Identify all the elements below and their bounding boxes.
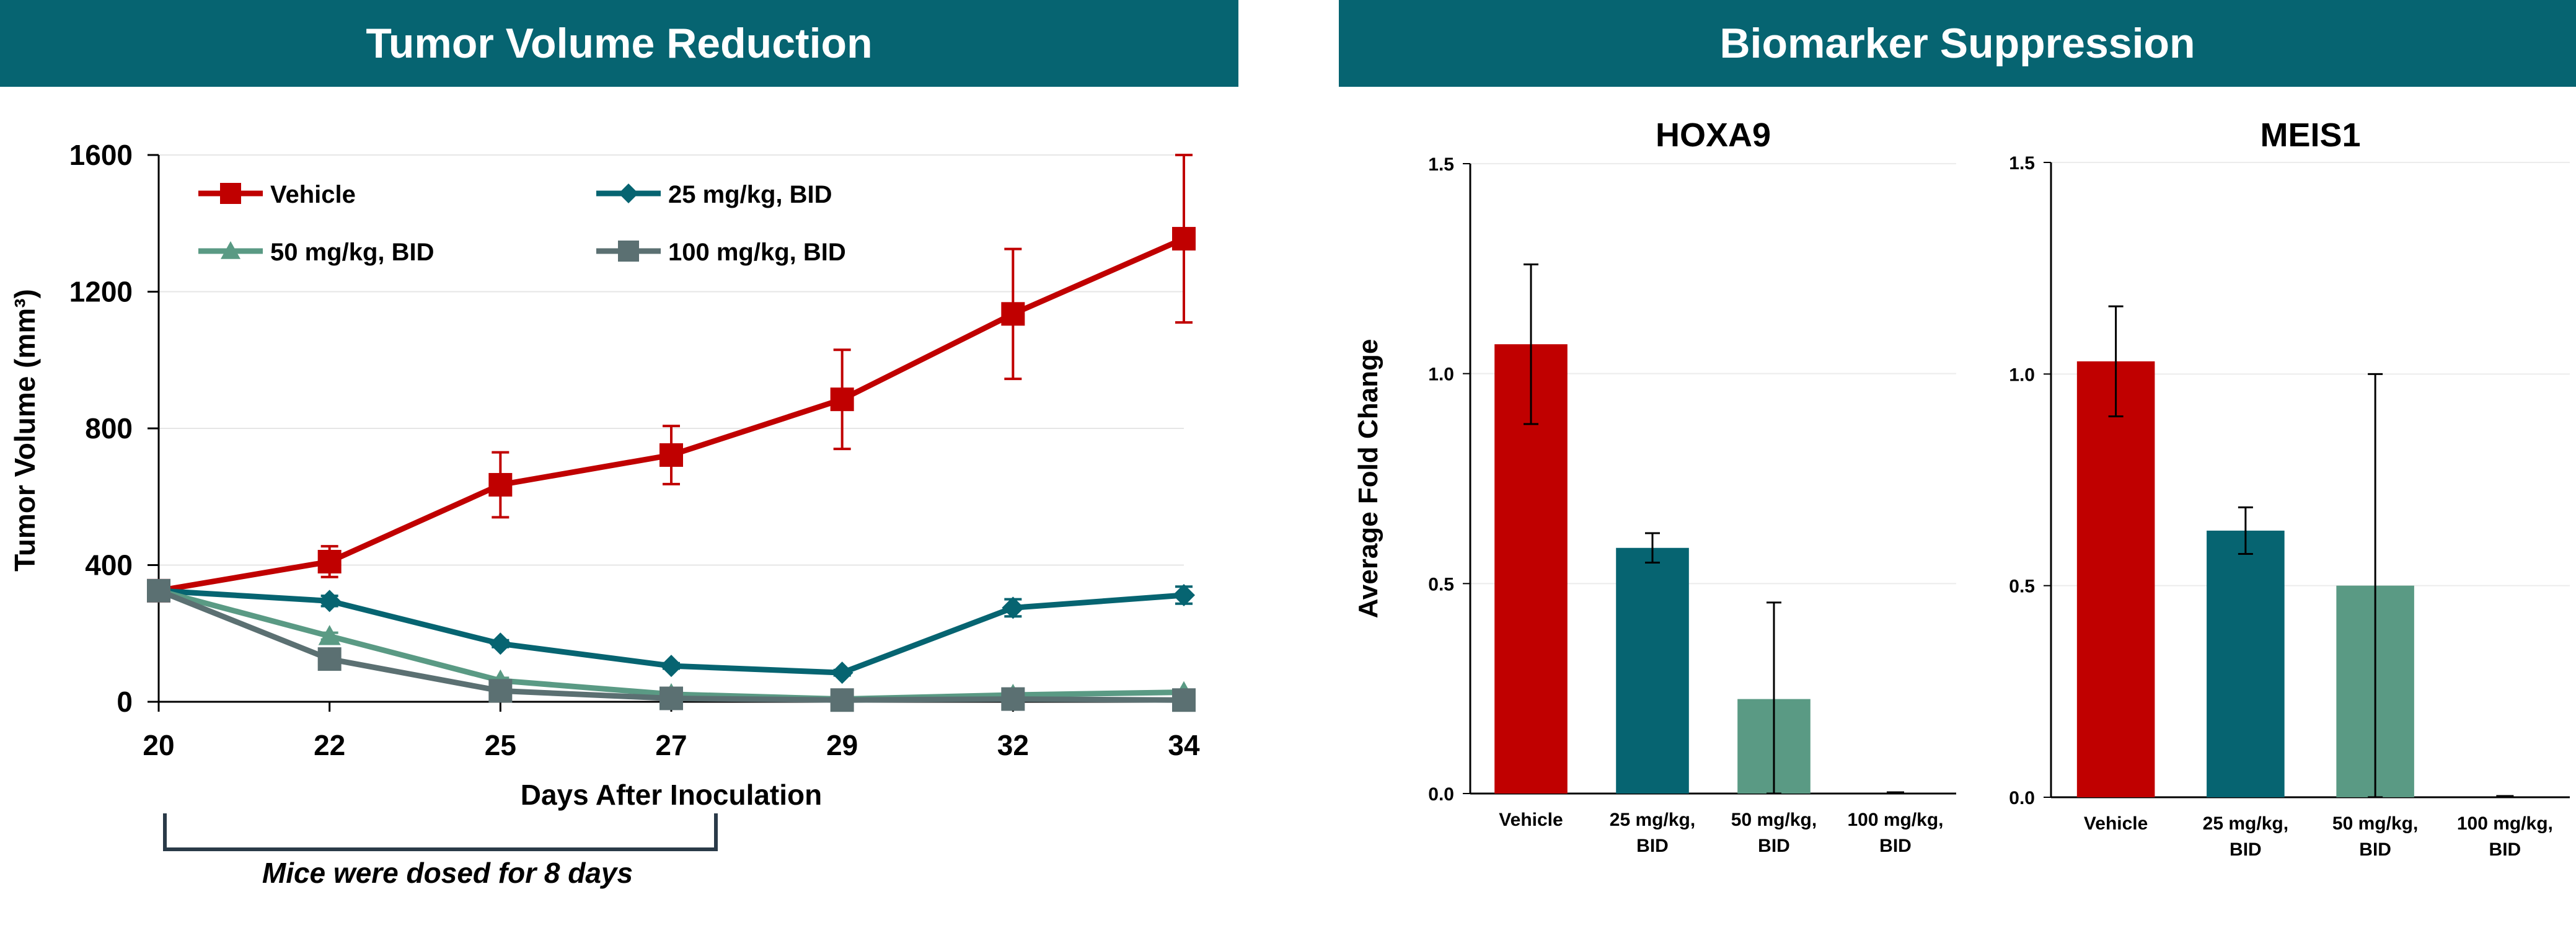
x-tick-label-line: Vehicle bbox=[2084, 813, 2148, 834]
x-tick-label: 34 bbox=[1168, 729, 1200, 761]
x-tick-label-line: BID bbox=[1636, 836, 1669, 856]
data-point bbox=[488, 679, 513, 703]
data-point bbox=[1001, 687, 1025, 711]
legend-label: Vehicle bbox=[270, 181, 356, 208]
x-tick-label: 100 mg/kg, BID bbox=[2457, 813, 2553, 860]
bar bbox=[1616, 547, 1689, 794]
tumor-volume-banner-title: Tumor Volume Reduction bbox=[366, 20, 873, 67]
y-tick-label: 0 bbox=[117, 686, 133, 718]
x-tick-label: 50 mg/kg, BID bbox=[2332, 813, 2418, 860]
biomarker-banner: Biomarker Suppression bbox=[1339, 0, 2576, 87]
y-tick-label: 1.5 bbox=[1428, 154, 1454, 175]
data-point bbox=[1173, 584, 1195, 607]
x-tick-label-line: BID bbox=[2230, 839, 2262, 860]
x-tick-label: 22 bbox=[314, 729, 345, 761]
x-tick-label: 32 bbox=[997, 729, 1029, 761]
x-tick-label: 50 mg/kg, BID bbox=[1731, 810, 1817, 856]
bar bbox=[2076, 361, 2155, 797]
y-tick-label: 1200 bbox=[69, 276, 133, 308]
dosing-annotation: Mice were dosed for 8 days bbox=[163, 813, 718, 889]
y-tick-label: 1.0 bbox=[2009, 365, 2035, 385]
y-tick-label: 0.0 bbox=[2009, 788, 2035, 808]
tumor-volume-banner: Tumor Volume Reduction bbox=[0, 0, 1238, 87]
biomarker-banner-title: Biomarker Suppression bbox=[1719, 20, 2195, 67]
data-point bbox=[659, 686, 683, 710]
chart-title: HOXA9 bbox=[1656, 117, 1771, 154]
data-point bbox=[660, 655, 682, 678]
legend-label: 25 mg/kg, BID bbox=[668, 181, 832, 208]
x-tick-label-line: BID bbox=[1758, 836, 1790, 856]
x-tick-label-line: BID bbox=[1879, 836, 1912, 856]
y-tick-label: 0.5 bbox=[2009, 577, 2035, 597]
x-tick-label: Vehicle bbox=[2084, 813, 2148, 834]
legend-marker bbox=[220, 183, 241, 204]
x-tick-label-line: 50 mg/kg, bbox=[1731, 810, 1817, 830]
y-tick-label: 800 bbox=[85, 412, 133, 445]
legend-marker bbox=[619, 184, 638, 203]
x-tick-label-line: 25 mg/kg, bbox=[1610, 810, 1695, 830]
x-tick-label: 20 bbox=[143, 729, 174, 761]
tumor-volume-line-chart: 0 400 800 1200 1600 20 22 25 27 29 32 34 Days After … bbox=[9, 139, 1200, 811]
data-point bbox=[317, 647, 342, 671]
series-4 bbox=[147, 578, 1196, 712]
data-point bbox=[317, 549, 342, 573]
x-tick-label: 29 bbox=[826, 729, 858, 761]
y-tick-label: 0.0 bbox=[1428, 784, 1454, 805]
data-point bbox=[659, 443, 683, 467]
data-point bbox=[147, 578, 170, 603]
data-point bbox=[318, 590, 341, 613]
data-point bbox=[831, 661, 854, 684]
legend-label: 50 mg/kg, BID bbox=[270, 239, 434, 266]
bar bbox=[2207, 530, 2285, 797]
data-point bbox=[1172, 227, 1196, 251]
x-tick-label-line: BID bbox=[2489, 839, 2521, 860]
dosing-annotation-text: Mice were dosed for 8 days bbox=[262, 857, 633, 889]
data-point bbox=[489, 632, 512, 655]
x-tick-label: 25 mg/kg, BID bbox=[2203, 813, 2288, 860]
y-tick-label: 1.5 bbox=[2009, 153, 2035, 174]
x-tick-label-line: 25 mg/kg, bbox=[2203, 813, 2288, 834]
y-axis-title: Tumor Volume (mm³) bbox=[9, 289, 41, 572]
x-tick-label-line: 100 mg/kg, bbox=[2457, 813, 2553, 834]
x-tick-label: 25 bbox=[485, 729, 516, 761]
y-tick-label: 0.5 bbox=[1428, 574, 1454, 595]
y-tick-label: 1.0 bbox=[1428, 365, 1454, 385]
x-tick-label: 27 bbox=[655, 729, 687, 761]
y-tick-label: 1600 bbox=[69, 139, 133, 171]
y-tick-label: 400 bbox=[85, 549, 133, 582]
data-point bbox=[1001, 302, 1025, 326]
data-point bbox=[318, 625, 341, 645]
legend-label: 100 mg/kg, BID bbox=[668, 239, 846, 266]
x-tick-label-line: Vehicle bbox=[1499, 810, 1563, 830]
legend-marker bbox=[618, 241, 639, 262]
series-1 bbox=[147, 154, 1196, 603]
chart-title: MEIS1 bbox=[2260, 117, 2360, 154]
x-tick-label: 100 mg/kg, BID bbox=[1847, 810, 1943, 856]
x-tick-label: 25 mg/kg, BID bbox=[1610, 810, 1695, 856]
legend-marker bbox=[221, 241, 240, 259]
x-tick-label-line: 50 mg/kg, bbox=[2332, 813, 2418, 834]
dosing-bracket bbox=[163, 813, 718, 851]
x-tick-label: Vehicle bbox=[1499, 810, 1563, 830]
y-axis-title: Average Fold Change bbox=[1353, 339, 1383, 619]
x-tick-label-line: 100 mg/kg, bbox=[1847, 810, 1943, 830]
x-tick-label-line: BID bbox=[2359, 839, 2391, 860]
x-axis-title: Days After Inoculation bbox=[521, 779, 822, 811]
data-point bbox=[1172, 688, 1196, 712]
data-point bbox=[1002, 596, 1025, 619]
hoxa9-bar-chart: HOXA9 0.0 0.5 1.0 1.5 Average Fold Change Vehi… bbox=[1353, 117, 1956, 856]
data-point bbox=[830, 387, 854, 412]
data-point bbox=[830, 688, 854, 712]
data-point bbox=[488, 472, 513, 497]
